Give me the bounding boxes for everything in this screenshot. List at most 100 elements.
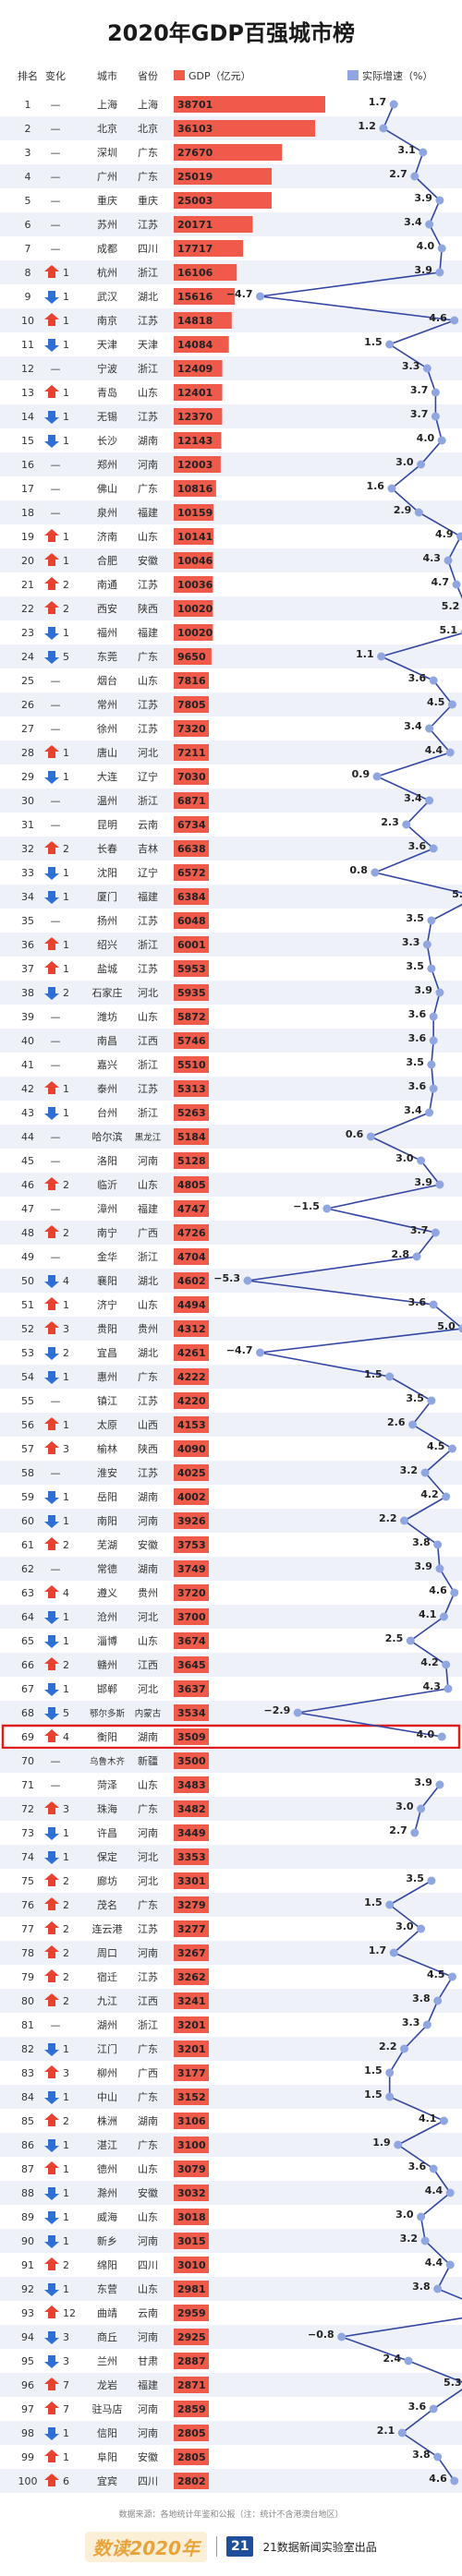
gdp-bar <box>174 384 223 401</box>
rank-label: 95 <box>21 2355 34 2367</box>
growth-value-label: −1.5 <box>293 1200 320 1212</box>
table-row: 55 — 镇江 江苏 4220 <box>21 1392 209 1409</box>
gdp-bar <box>174 936 209 953</box>
table-row: 86 1 湛江 广东 3100 <box>21 2137 209 2153</box>
growth-value-label: 2.9 <box>394 504 412 516</box>
rank-label: 56 <box>21 1419 34 1431</box>
table-row: 39 — 潍坊 山东 5872 <box>21 1008 209 1025</box>
change-label: 1 <box>63 1827 69 1839</box>
growth-point <box>435 1780 444 1789</box>
row-stripe <box>0 1989 462 2013</box>
change-label: 1 <box>63 1611 69 1623</box>
change-label: 2 <box>63 843 69 855</box>
row-stripe <box>0 2277 462 2301</box>
gdp-value-label: 3637 <box>177 1683 206 1695</box>
rank-label: 13 <box>21 387 34 399</box>
city-label: 东莞 <box>97 651 117 663</box>
province-label: 浙江 <box>138 363 158 375</box>
growth-value-label: 3.7 <box>410 408 429 420</box>
row-stripe <box>0 788 462 813</box>
table-row: 76 2 茂名 广东 3279 <box>21 1896 209 1913</box>
gdp-bar <box>174 1056 209 1073</box>
gdp-value-label: 16106 <box>177 267 213 279</box>
table-row: 15 1 长沙 湖南 12143 <box>21 432 222 449</box>
row-stripe <box>0 1701 462 1725</box>
province-label: 天津 <box>138 339 158 351</box>
gdp-value-label: 25003 <box>177 195 213 207</box>
change-label: 3 <box>63 1443 69 1455</box>
growth-value-label: 3.9 <box>414 1776 432 1788</box>
city-label: 太原 <box>97 1419 117 1431</box>
arrow-up-icon <box>44 2065 59 2078</box>
province-label: 陕西 <box>138 1442 158 1455</box>
city-label: 南宁 <box>97 1226 117 1239</box>
table-row: 28 1 唐山 河北 7211 <box>21 744 209 761</box>
province-label: 江西 <box>138 1995 158 2007</box>
table-row: 64 1 沧州 河北 3700 <box>21 1608 209 1625</box>
gdp-value-label: 3749 <box>177 1563 206 1575</box>
gdp-bar <box>174 2353 209 2369</box>
city-label: 济南 <box>97 530 117 543</box>
table-row: 95 3 兰州 甘肃 2887 <box>21 2353 209 2369</box>
province-label: 安徽 <box>138 2186 158 2199</box>
arrow-up-icon <box>44 1585 59 1598</box>
growth-value-label: 4.0 <box>417 240 435 252</box>
gdp-value-label: 4222 <box>177 1371 206 1383</box>
gdp-bar <box>174 1608 209 1625</box>
city-label: 青岛 <box>97 386 117 399</box>
growth-point <box>410 1828 419 1837</box>
table-row: 73 1 许昌 河南 3449 <box>21 1824 209 1841</box>
growth-value-label: 3.8 <box>412 1536 431 1548</box>
growth-value-label: 1.5 <box>364 336 383 348</box>
province-label: 河北 <box>138 1683 158 1695</box>
change-label: 2 <box>63 1659 69 1671</box>
change-label: — <box>51 195 61 207</box>
page-title: 2020年GDP百强城市榜 <box>106 20 355 46</box>
table-row: 32 2 长春 吉林 6638 <box>21 840 209 857</box>
change-label: 5 <box>63 1707 69 1719</box>
rank-label: 5 <box>25 195 31 207</box>
city-label: 绵阳 <box>97 2258 117 2271</box>
table-row: 49 — 金华 浙江 4704 <box>21 1248 209 1265</box>
change-label: — <box>51 1779 61 1791</box>
growth-point <box>456 532 462 541</box>
growth-value-label: 4.5 <box>427 1968 445 1980</box>
gdp-value-label: 5313 <box>177 1083 206 1095</box>
city-label: 遵义 <box>97 1586 117 1599</box>
rank-label: 72 <box>21 1803 34 1815</box>
gdp-value-label: 3010 <box>177 2259 206 2271</box>
table-row: 17 — 佛山 广东 10816 <box>21 480 216 497</box>
gdp-value-label: 6572 <box>177 867 206 879</box>
gdp-bar <box>174 1536 209 1553</box>
change-label: 4 <box>63 1587 69 1599</box>
row-stripe <box>0 2421 462 2445</box>
growth-point <box>337 2332 346 2341</box>
table-row: 34 1 厦门 福建 6384 <box>21 888 209 905</box>
rank-label: 48 <box>21 1227 34 1239</box>
table-row: 23 1 福州 福建 10020 <box>21 624 213 641</box>
province-label: 贵州 <box>138 1587 158 1599</box>
change-label: — <box>51 915 61 927</box>
change-label: 2 <box>63 2259 69 2271</box>
city-label: 驻马店 <box>92 2402 123 2415</box>
province-label: 福建 <box>138 1202 158 1215</box>
brand-21-badge: 21 <box>225 2536 254 2557</box>
province-label: 广东 <box>138 1899 158 1911</box>
rank-label: 80 <box>21 1995 34 2007</box>
arrow-down-icon <box>44 891 59 904</box>
rank-label: 98 <box>21 2427 34 2439</box>
growth-point <box>435 268 444 277</box>
change-label: 1 <box>63 267 69 279</box>
rank-label: 75 <box>21 1875 34 1887</box>
rank-label: 38 <box>21 987 34 999</box>
gdp-bar <box>174 1704 209 1721</box>
table-row: 56 1 太原 山西 4153 <box>21 1416 209 1433</box>
arrow-up-icon <box>44 553 59 566</box>
city-label: 宁波 <box>97 362 117 375</box>
change-label: — <box>51 723 61 735</box>
city-label: 苏州 <box>97 219 117 231</box>
city-label: 龙岩 <box>97 2378 117 2391</box>
rank-label: 6 <box>25 219 31 231</box>
row-stripe <box>0 885 462 909</box>
province-label: 辽宁 <box>138 770 158 783</box>
